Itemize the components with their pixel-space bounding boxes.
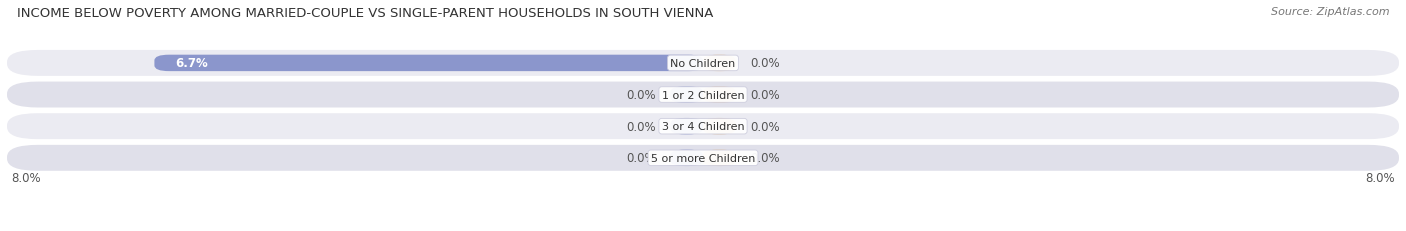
FancyBboxPatch shape — [7, 82, 1399, 108]
FancyBboxPatch shape — [155, 55, 703, 72]
FancyBboxPatch shape — [671, 87, 703, 103]
Text: No Children: No Children — [671, 59, 735, 69]
FancyBboxPatch shape — [703, 150, 735, 166]
Text: Source: ZipAtlas.com: Source: ZipAtlas.com — [1271, 7, 1389, 17]
FancyBboxPatch shape — [703, 119, 735, 135]
Text: 0.0%: 0.0% — [751, 57, 780, 70]
Text: 0.0%: 0.0% — [751, 120, 780, 133]
FancyBboxPatch shape — [671, 150, 703, 166]
Text: 5 or more Children: 5 or more Children — [651, 153, 755, 163]
FancyBboxPatch shape — [7, 114, 1399, 140]
FancyBboxPatch shape — [703, 55, 735, 72]
FancyBboxPatch shape — [703, 87, 735, 103]
Text: 0.0%: 0.0% — [626, 89, 655, 102]
Legend: Married Couples, Single Parents: Married Couples, Single Parents — [586, 228, 820, 231]
Text: 0.0%: 0.0% — [626, 120, 655, 133]
Text: 0.0%: 0.0% — [751, 89, 780, 102]
Text: INCOME BELOW POVERTY AMONG MARRIED-COUPLE VS SINGLE-PARENT HOUSEHOLDS IN SOUTH V: INCOME BELOW POVERTY AMONG MARRIED-COUPL… — [17, 7, 713, 20]
Text: 0.0%: 0.0% — [626, 152, 655, 165]
Text: 1 or 2 Children: 1 or 2 Children — [662, 90, 744, 100]
FancyBboxPatch shape — [7, 145, 1399, 171]
Text: 8.0%: 8.0% — [11, 171, 41, 184]
FancyBboxPatch shape — [671, 119, 703, 135]
Text: 3 or 4 Children: 3 or 4 Children — [662, 122, 744, 132]
FancyBboxPatch shape — [7, 51, 1399, 76]
Text: 0.0%: 0.0% — [751, 152, 780, 165]
Text: 6.7%: 6.7% — [174, 57, 208, 70]
Text: 8.0%: 8.0% — [1365, 171, 1395, 184]
